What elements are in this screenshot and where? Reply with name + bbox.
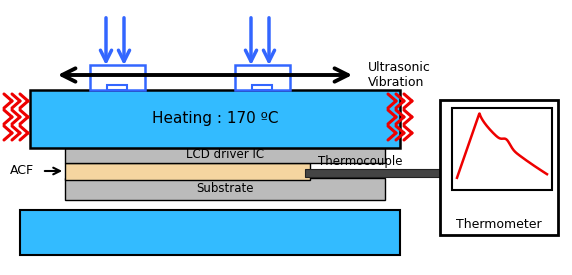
Bar [20,210,400,255]
Text: Thermocouple: Thermocouple [318,155,402,169]
Bar [107,85,127,90]
Bar [252,85,272,90]
Bar [65,148,385,163]
Text: Ultrasonic
Vibration: Ultrasonic Vibration [368,61,431,89]
Bar [65,178,385,200]
Bar [440,100,558,235]
Text: Heating : 170 ºC: Heating : 170 ºC [152,111,278,127]
Bar [235,65,290,90]
Bar [305,169,443,177]
Text: ACF: ACF [10,164,34,177]
Bar [90,65,145,90]
Bar [30,90,400,148]
Bar [452,108,552,190]
Bar [65,163,310,180]
Text: Thermometer: Thermometer [456,219,542,232]
Text: LCD driver IC: LCD driver IC [186,148,264,161]
Text: Substrate: Substrate [196,183,254,196]
